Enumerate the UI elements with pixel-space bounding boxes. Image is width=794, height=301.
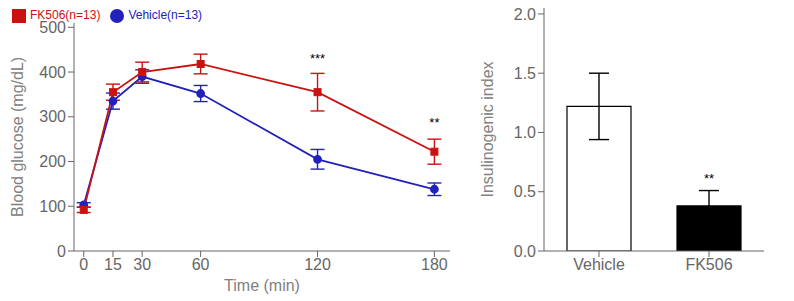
svg-text:120: 120	[304, 256, 331, 273]
svg-text:300: 300	[39, 108, 66, 125]
svg-text:400: 400	[39, 64, 66, 81]
svg-text:***: ***	[310, 51, 325, 66]
svg-text:1.5: 1.5	[514, 65, 536, 82]
svg-text:1.0: 1.0	[514, 124, 536, 141]
svg-text:0: 0	[57, 243, 66, 260]
html-text:Vehicle(n=13): Vehicle(n=13)	[128, 8, 203, 22]
svg-text:0.5: 0.5	[514, 183, 536, 200]
svg-text:30: 30	[133, 256, 151, 273]
svg-text:500: 500	[39, 19, 66, 36]
svg-text:**: **	[704, 171, 714, 186]
svg-text:Vehicle: Vehicle	[573, 256, 625, 273]
svg-text:200: 200	[39, 153, 66, 170]
svg-text:Blood glucose (mg/dL): Blood glucose (mg/dL)	[9, 57, 26, 217]
svg-text:**: **	[429, 115, 439, 130]
svg-text:Time (min): Time (min)	[224, 277, 300, 294]
svg-text:100: 100	[39, 198, 66, 215]
svg-text:180: 180	[421, 256, 448, 273]
svg-text:15: 15	[104, 256, 122, 273]
svg-text:Insulinogenic index: Insulinogenic index	[479, 61, 496, 197]
svg-text:0.0: 0.0	[514, 243, 536, 260]
html-text:FK506(n=13): FK506(n=13)	[30, 8, 101, 22]
svg-text:0: 0	[79, 256, 88, 273]
svg-text:2.0: 2.0	[514, 6, 536, 23]
svg-text:60: 60	[192, 256, 210, 273]
svg-text:FK506: FK506	[685, 256, 732, 273]
